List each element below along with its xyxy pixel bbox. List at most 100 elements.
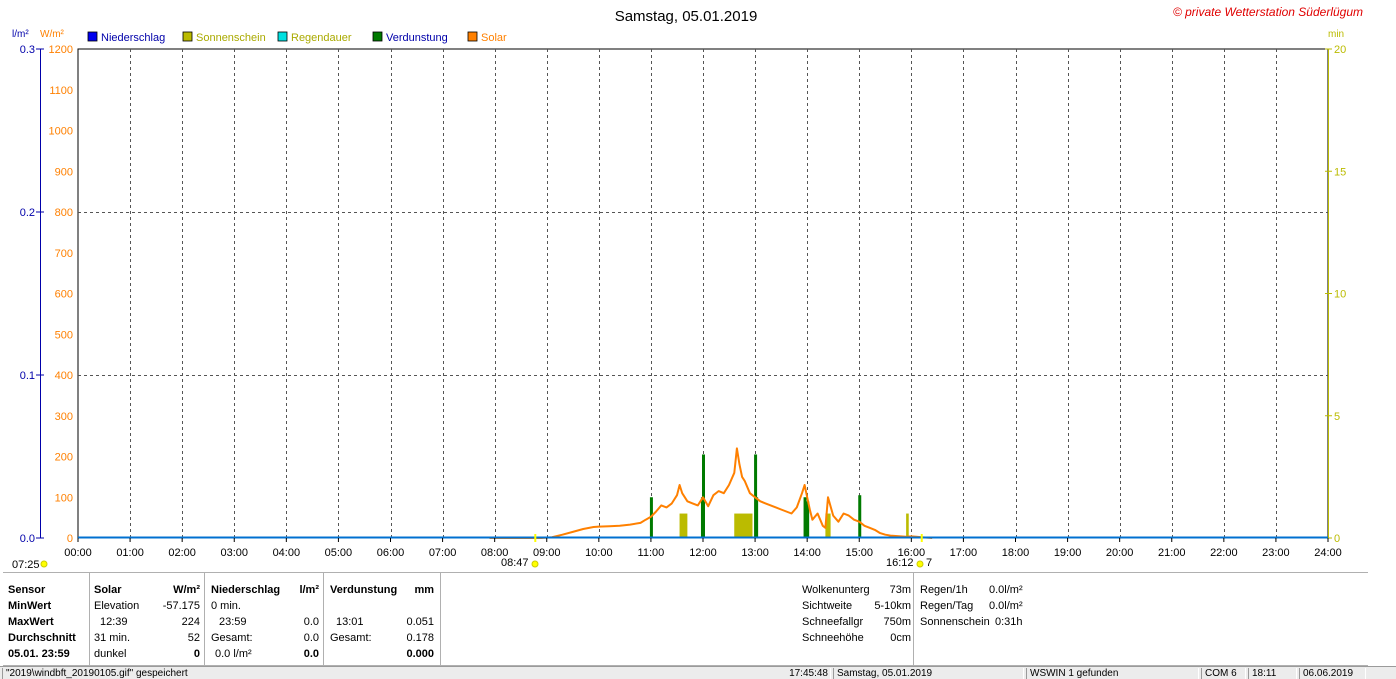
evaporation-bar-6 xyxy=(806,501,810,538)
x-tick-3: 03:00 xyxy=(220,547,248,559)
solar-row-0-value: -57.175 xyxy=(162,600,200,612)
precip-tick-0: 0.0 xyxy=(20,533,35,545)
solar-tick-8: 800 xyxy=(55,207,73,219)
x-tick-23: 23:00 xyxy=(1262,547,1290,559)
x-tick-12: 12:00 xyxy=(689,547,717,559)
solar-tick-12: 1200 xyxy=(49,44,73,56)
evap-title: Verdunstung xyxy=(330,584,398,596)
solar-row-2-value: 52 xyxy=(187,632,200,644)
evaporation-bar-7 xyxy=(858,495,862,538)
solar-tick-5: 500 xyxy=(55,329,73,341)
x-tick-7: 07:00 xyxy=(429,547,457,559)
sunset-extra-label: 7 xyxy=(926,557,932,569)
solar-tick-2: 200 xyxy=(55,452,73,464)
chart-legend: Niederschlag Sonnenschein Regendauer Verdun… xyxy=(87,31,507,44)
twilight-dot xyxy=(531,560,539,568)
legend-label-2: Regendauer xyxy=(291,32,352,44)
evaporation-bar-5 xyxy=(803,497,807,538)
solar-row-3-label: dunkel xyxy=(94,648,127,660)
legend-label-1: Sonnenschein xyxy=(196,32,266,44)
cloud-row-2-value: 750m xyxy=(883,616,911,628)
x-tick-13: 13:00 xyxy=(741,547,769,559)
evaporation-bar-3 xyxy=(754,454,758,538)
rain-row-1-label: Regen/Tag xyxy=(920,600,974,612)
sun-markers: 07:25 08:47 16:12 7 xyxy=(12,534,932,571)
status-com: COM 6 xyxy=(1201,668,1246,679)
solar-row-1-label: 12:39 xyxy=(100,616,128,628)
sensor-column: Sensor MinWert MaxWert Durchschnitt 05.0… xyxy=(3,573,89,665)
sunshine-bar-0 xyxy=(679,513,688,538)
x-tick-0: 00:00 xyxy=(64,547,92,559)
solar-column: Solar W/m² Elevation -57.175 12:39 224 3… xyxy=(90,573,204,665)
sensor-row-date: 05.01. 23:59 xyxy=(8,648,70,660)
minutes-tick-0: 0 xyxy=(1334,533,1340,545)
x-axis: 00:00 01:00 02:00 03:00 04:00 05:00 06:00 07:00… xyxy=(64,538,1342,559)
evap-row-1-value: 0.051 xyxy=(406,616,434,628)
x-tick-17: 17:00 xyxy=(950,547,978,559)
copyright-text: © private Wetterstation Süderlügum xyxy=(1173,5,1363,19)
x-tick-24: 24:00 xyxy=(1314,547,1342,559)
solar-line xyxy=(489,447,933,539)
x-tick-16: 16:00 xyxy=(898,547,926,559)
cloud-row-1-label: Sichtweite xyxy=(802,600,853,612)
cloud-row-3-label: Schneehöhe xyxy=(802,632,864,644)
cloud-row-1-value: 5-10km xyxy=(874,600,911,612)
evap-row-3-value: 0.000 xyxy=(406,648,434,660)
x-tick-20: 20:00 xyxy=(1106,547,1134,559)
legend-label-3: Verdunstung xyxy=(386,32,448,44)
precip-row-1-label: 23:59 xyxy=(219,616,247,628)
solar-unit: W/m² xyxy=(173,584,200,596)
left-inner-unit: W/m² xyxy=(40,29,65,40)
legend-swatch-2 xyxy=(277,31,288,42)
twilight-label: 08:47 xyxy=(501,557,529,569)
precip-title: Niederschlag xyxy=(211,584,281,596)
evaporation-bar-4 xyxy=(755,497,759,538)
minutes-tick-1: 5 xyxy=(1334,411,1340,423)
solar-row-0-label: Elevation xyxy=(94,600,140,612)
x-tick-21: 21:00 xyxy=(1158,547,1186,559)
legend-swatch-3 xyxy=(372,31,383,42)
solar-tick-0: 0 xyxy=(67,533,73,545)
precip-tick-1: 0.1 xyxy=(20,370,35,382)
minutes-tick-3: 15 xyxy=(1334,166,1346,178)
x-tick-19: 19:00 xyxy=(1054,547,1082,559)
precip-unit: l/m² xyxy=(299,584,319,596)
sunset-label: 16:12 xyxy=(886,557,914,569)
rain-row-2-value: 0:31h xyxy=(995,616,1023,628)
x-tick-6: 06:00 xyxy=(377,547,405,559)
sunshine-bar-4 xyxy=(906,513,909,538)
sensor-row-max: MaxWert xyxy=(8,616,54,628)
status-wswin: WSWIN 1 gefunden xyxy=(1026,668,1199,679)
rain-row-0-label: Regen/1h xyxy=(920,584,968,596)
solar-series xyxy=(78,447,1328,539)
x-tick-1: 01:00 xyxy=(116,547,144,559)
sunset-dot xyxy=(916,560,924,568)
solar-tick-10: 1000 xyxy=(49,126,73,138)
x-tick-14: 14:00 xyxy=(793,547,821,559)
x-tick-22: 22:00 xyxy=(1210,547,1238,559)
sunshine-bars xyxy=(679,513,909,538)
x-tick-5: 05:00 xyxy=(325,547,353,559)
status-clock: 18:11 xyxy=(1248,668,1297,679)
solar-tick-7: 700 xyxy=(55,248,73,260)
solar-tick-3: 300 xyxy=(55,411,73,423)
right-axis: 0 5 10 15 20 xyxy=(1325,44,1346,545)
solar-title: Solar xyxy=(94,584,122,596)
solar-tick-4: 400 xyxy=(55,370,73,382)
x-tick-11: 11:00 xyxy=(638,547,665,559)
precip-row-1-value: 0.0 xyxy=(303,616,319,628)
right-unit: min xyxy=(1328,29,1344,40)
precip-row-3-value: 0.0 xyxy=(303,648,319,660)
rain-row-2-label: Sonnenschein xyxy=(920,616,990,628)
precip-row-2-label: Gesamt: xyxy=(211,632,253,644)
status-date: Samstag, 05.01.2019 xyxy=(833,668,1024,679)
sensor-row-min: MinWert xyxy=(8,600,52,612)
statistics-panel: Sensor MinWert MaxWert Durchschnitt 05.0… xyxy=(3,572,1368,666)
x-tick-4: 04:00 xyxy=(273,547,301,559)
status-bar: "2019\windbft_20190105.gif" gespeichert 1… xyxy=(0,666,1396,679)
solar-tick-1: 100 xyxy=(55,492,73,504)
cloud-row-0-value: 73m xyxy=(889,584,911,596)
precip-row-3-label: 0.0 l/m² xyxy=(215,648,252,660)
chart-title: Samstag, 05.01.2019 xyxy=(615,8,758,25)
legend-label-4: Solar xyxy=(481,32,507,44)
